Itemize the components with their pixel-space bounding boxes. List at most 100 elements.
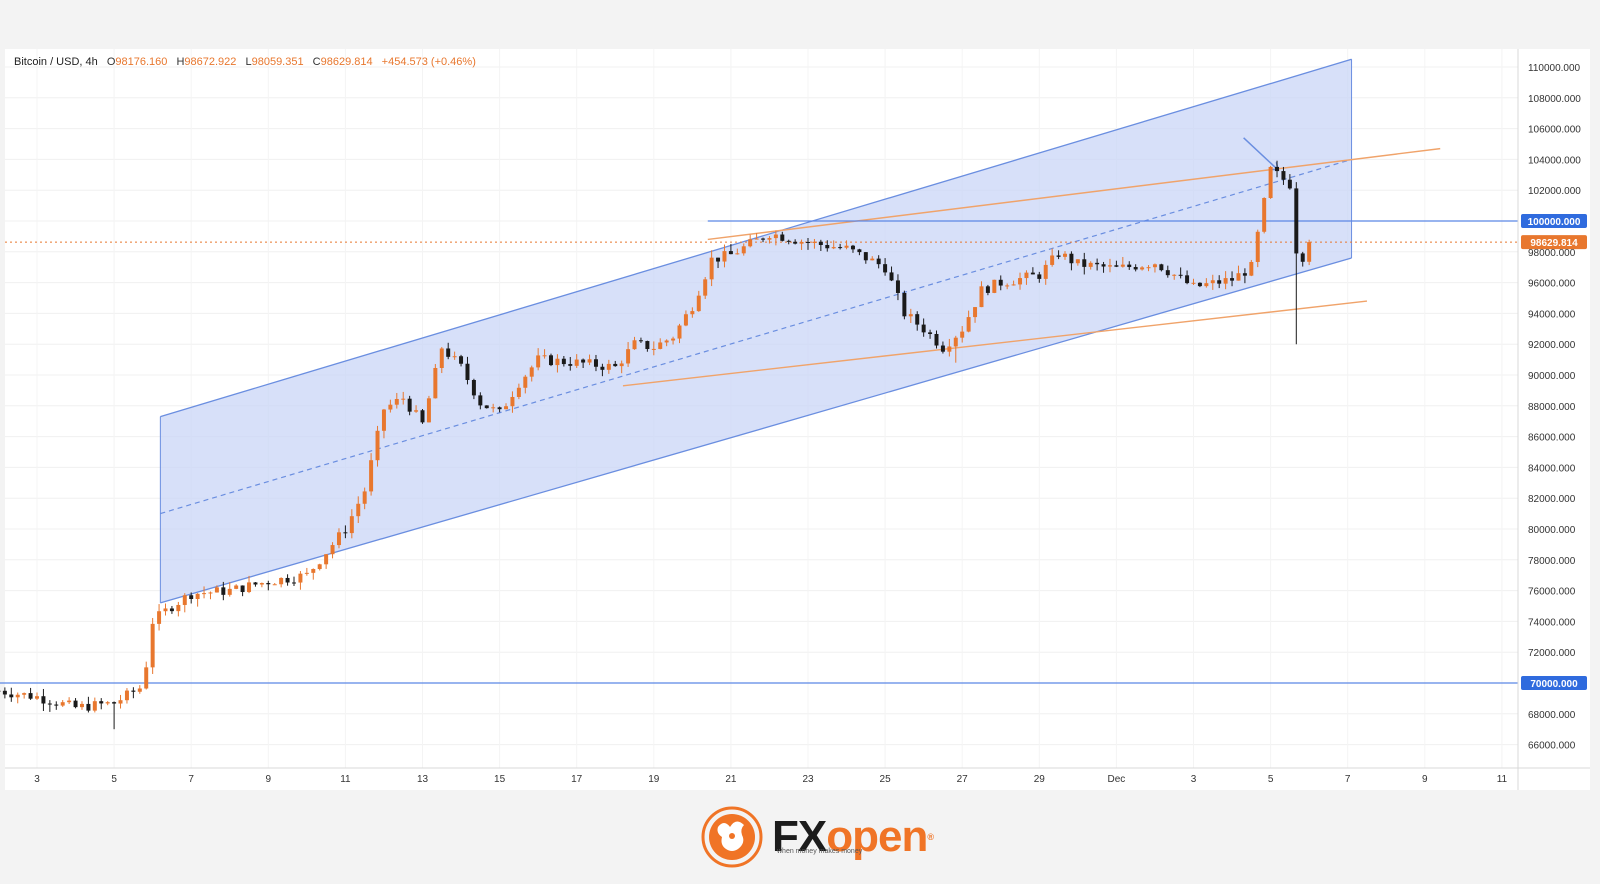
candle-body xyxy=(800,242,804,244)
candle-body xyxy=(1108,265,1112,266)
candle-body xyxy=(909,314,913,316)
candle-body xyxy=(594,359,598,367)
x-tick-label: 9 xyxy=(266,774,272,785)
candle-body xyxy=(832,247,836,248)
change-value: +454.573 (+0.46%) xyxy=(382,56,476,68)
candle-body xyxy=(819,242,823,245)
candle-body xyxy=(421,410,425,422)
candle-body xyxy=(112,702,116,703)
candle-body xyxy=(1230,278,1234,281)
candle-body xyxy=(530,367,534,376)
candle-body xyxy=(665,340,669,342)
candle-body xyxy=(376,431,380,460)
y-tick-label: 80000.000 xyxy=(1528,525,1576,536)
candle-body xyxy=(221,587,225,594)
candle-body xyxy=(305,573,309,574)
candle-body xyxy=(138,688,142,691)
candle-body xyxy=(1301,253,1305,261)
candle-body xyxy=(806,242,810,243)
candle-body xyxy=(35,696,39,698)
candle-body xyxy=(292,582,296,583)
x-tick-label: Dec xyxy=(1108,774,1126,785)
candle-body xyxy=(498,407,502,409)
candle-body xyxy=(1140,267,1144,269)
candle-body xyxy=(311,569,315,573)
candle-body xyxy=(337,532,341,545)
symbol-label: Bitcoin / USD, 4h xyxy=(14,56,98,68)
candle-body xyxy=(851,246,855,250)
candle-up xyxy=(433,364,437,399)
candle-body xyxy=(234,585,238,588)
candle-up xyxy=(1307,240,1311,265)
open-value: 98176.160 xyxy=(115,56,167,68)
candle-body xyxy=(176,605,180,611)
candle-body xyxy=(1204,283,1208,286)
candle-body xyxy=(716,258,720,262)
candle-body xyxy=(915,314,919,324)
candle-body xyxy=(331,545,335,554)
candle-body xyxy=(729,251,733,254)
candle-up xyxy=(1249,260,1253,276)
candle-body xyxy=(3,691,7,695)
candle-body xyxy=(401,399,405,400)
candle-body xyxy=(440,348,444,368)
candle-body xyxy=(485,405,489,408)
candle-body xyxy=(86,704,90,711)
x-tick-label: 23 xyxy=(802,774,814,785)
candle-body xyxy=(395,399,399,405)
candle-body xyxy=(29,693,33,699)
candle-body xyxy=(350,516,354,533)
candle-body xyxy=(99,701,103,703)
y-tick-label: 82000.000 xyxy=(1528,494,1576,505)
candle-body xyxy=(356,504,360,516)
candle-body xyxy=(1294,188,1298,253)
candle-body xyxy=(857,249,861,252)
candle-body xyxy=(767,238,771,240)
candle-body xyxy=(581,360,585,363)
y-tick-label: 76000.000 xyxy=(1528,587,1576,598)
candle-body xyxy=(189,595,193,599)
y-tick-label: 102000.000 xyxy=(1528,186,1581,197)
x-tick-label: 17 xyxy=(571,774,583,785)
candle-body xyxy=(1159,264,1163,270)
candle-body xyxy=(93,701,97,710)
x-tick-label: 3 xyxy=(1191,774,1197,785)
candle-body xyxy=(1057,255,1061,256)
candle-body xyxy=(877,259,881,265)
candle-body xyxy=(755,239,759,240)
candle-body xyxy=(967,317,971,332)
candle-body xyxy=(1269,167,1273,198)
candle-body xyxy=(215,587,219,592)
x-tick-label: 5 xyxy=(1268,774,1274,785)
candle-body xyxy=(947,346,951,351)
candle-body xyxy=(164,608,168,611)
candle-body xyxy=(363,491,367,503)
candle-body xyxy=(941,346,945,352)
candle-body xyxy=(658,342,662,348)
candle-body xyxy=(253,582,257,584)
candle-body xyxy=(202,593,206,594)
candle-body xyxy=(684,314,688,325)
candle-body xyxy=(607,364,611,370)
close-label: C xyxy=(313,56,321,68)
candle-body xyxy=(48,704,52,705)
candle-body xyxy=(241,585,245,592)
candle-body xyxy=(1089,263,1093,267)
candle-up xyxy=(1269,166,1273,199)
candle-body xyxy=(1262,198,1266,232)
candle-body xyxy=(697,296,701,311)
candle-body xyxy=(883,264,887,272)
candle-body xyxy=(1114,265,1118,266)
y-tick-label: 110000.000 xyxy=(1528,63,1581,74)
candle-body xyxy=(678,325,682,338)
x-tick-label: 7 xyxy=(188,774,194,785)
candle-body xyxy=(1179,275,1183,276)
candle-body xyxy=(1102,264,1106,266)
candle-body xyxy=(504,406,508,409)
candle-body xyxy=(260,583,264,584)
candle-body xyxy=(1224,278,1228,284)
y-tick-label: 92000.000 xyxy=(1528,340,1576,351)
candle-body xyxy=(549,355,553,365)
y-tick-label: 96000.000 xyxy=(1528,279,1576,290)
